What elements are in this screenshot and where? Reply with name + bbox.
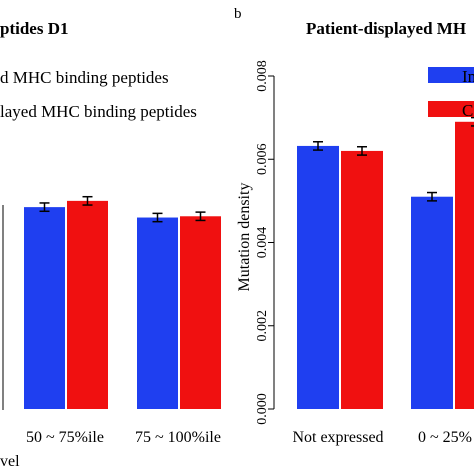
bar-1-0 xyxy=(137,217,178,409)
y-tick-label-0: 0.000 xyxy=(255,393,270,425)
y-tick-label-2: 0.004 xyxy=(255,227,270,259)
x-tick-label-1: 0 ~ 25% xyxy=(418,429,472,446)
legend-swatch-red xyxy=(428,101,474,117)
right-y-ticks: 0.000 0.002 0.004 0.006 0.008 xyxy=(255,60,274,425)
x-tick-label-0: 50 ~ 75%ile xyxy=(26,429,104,446)
panel-label-b: b xyxy=(234,6,242,22)
right-ylabel: Mutation density xyxy=(236,183,253,292)
right-legend: In C xyxy=(428,67,474,120)
left-legend-1: d MHC binding peptides xyxy=(0,68,169,87)
bar-1-1 xyxy=(455,121,474,409)
x-tick-label-1: 75 ~ 100%ile xyxy=(135,429,221,446)
bar-0-1 xyxy=(341,150,383,410)
y-tick-label-4: 0.008 xyxy=(255,60,270,92)
bar-0-0 xyxy=(297,145,339,409)
legend-swatch-blue xyxy=(428,67,474,83)
left-plot: 50 ~ 75%ile 75 ~ 100%ile xyxy=(24,195,221,446)
left-title: ptides D1 xyxy=(0,19,68,38)
left-xlabel: vel xyxy=(0,453,20,470)
y-tick-label-3: 0.006 xyxy=(255,144,270,176)
bar-0-1 xyxy=(67,200,108,409)
bar-1-0 xyxy=(411,196,453,409)
right-legend-2: C xyxy=(462,101,473,120)
right-title: Patient-displayed MH xyxy=(306,19,466,38)
y-tick-label-1: 0.002 xyxy=(255,310,270,342)
right-plot: Not expressed 0 ~ 25% xyxy=(292,116,474,446)
left-legend-2: layed MHC binding peptides xyxy=(0,102,197,121)
bar-1-1 xyxy=(180,216,221,409)
right-legend-1: In xyxy=(462,67,474,86)
bar-0-0 xyxy=(24,207,65,409)
x-tick-label-0: Not expressed xyxy=(292,429,383,446)
